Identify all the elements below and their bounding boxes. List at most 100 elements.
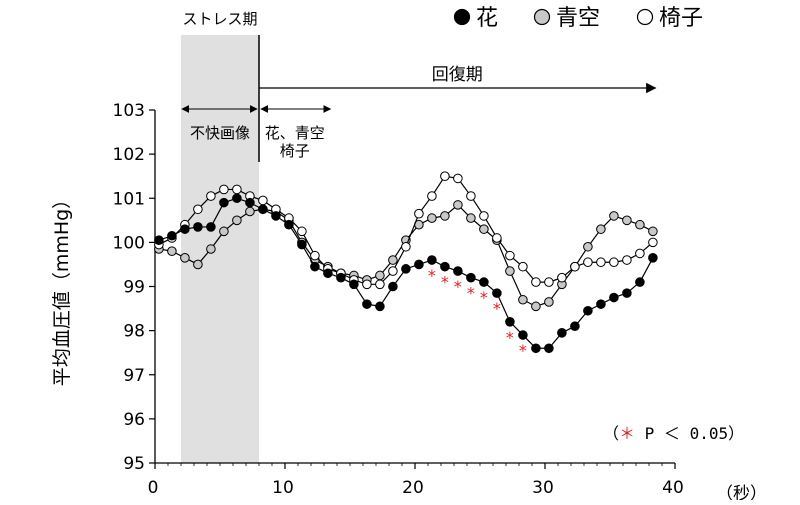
y-tick-label: 99 <box>123 278 145 298</box>
data-point <box>570 261 580 272</box>
recovery-period-label: 回復期 <box>432 65 483 85</box>
legend: 花 青空 椅子 <box>453 6 703 31</box>
unpleasant-image-label: 不快画像 <box>190 124 250 142</box>
data-point <box>583 241 593 252</box>
y-tick-label: 97 <box>123 366 145 386</box>
axes: 95 96 97 98 99 100 101 102 103 0 10 20 30 40 <box>113 101 684 498</box>
data-point <box>531 277 541 287</box>
data-point <box>154 235 164 245</box>
data-point <box>492 288 502 298</box>
x-tick-label: 10 <box>272 478 294 498</box>
data-point <box>206 191 216 201</box>
data-point <box>531 301 541 312</box>
data-point <box>518 261 528 272</box>
data-point <box>180 224 190 234</box>
y-tick-label: 98 <box>123 322 145 342</box>
data-point <box>609 292 619 303</box>
y-tick-label: 96 <box>123 410 145 430</box>
data-point <box>440 171 450 181</box>
data-point <box>635 248 645 259</box>
data-point <box>544 343 554 354</box>
data-point <box>427 255 437 265</box>
data-point <box>622 255 632 265</box>
data-point <box>414 259 424 270</box>
data-point <box>648 253 658 263</box>
x-tick-label: 30 <box>532 478 554 498</box>
data-point <box>622 288 632 298</box>
significance-star: * <box>519 341 527 360</box>
data-point <box>635 277 645 287</box>
significance-star: * <box>428 266 436 285</box>
data-point <box>245 206 255 217</box>
data-point <box>583 257 593 268</box>
data-point <box>479 211 489 221</box>
data-point <box>609 257 619 268</box>
y-tick-label: 102 <box>113 145 145 165</box>
x-tick-label: 40 <box>662 478 684 498</box>
data-point <box>193 222 203 232</box>
stress-period-band <box>181 35 259 463</box>
data-point <box>427 191 437 201</box>
data-point <box>518 330 528 340</box>
data-point <box>544 297 554 307</box>
data-point <box>401 264 411 274</box>
data-point <box>466 213 476 223</box>
y-axis-label: 平均血圧値（mmHg） <box>51 190 73 386</box>
data-point <box>284 219 294 230</box>
data-point <box>362 279 372 290</box>
data-point <box>492 233 502 243</box>
significance-markers: * * * * * * * * <box>428 266 527 360</box>
data-point <box>193 259 203 270</box>
data-point <box>609 211 619 221</box>
data-point <box>258 204 268 215</box>
data-point <box>271 211 281 221</box>
data-point <box>375 301 385 312</box>
data-point <box>531 343 541 354</box>
data-point <box>635 219 645 230</box>
legend-marker-sky <box>533 8 551 26</box>
stimulus-label-line1: 花、青空 <box>265 124 325 142</box>
data-point <box>453 173 463 184</box>
data-point <box>167 230 177 241</box>
series-0 <box>154 193 658 354</box>
data-point <box>544 277 554 287</box>
data-point <box>453 200 463 210</box>
significance-note: （＊ P ＜ 0.05） <box>603 424 744 443</box>
data-point <box>323 268 333 279</box>
legend-label-flower: 花 <box>476 6 498 31</box>
data-point <box>297 239 307 250</box>
data-point <box>414 208 424 219</box>
data-point <box>505 317 515 327</box>
data-point <box>427 213 437 223</box>
y-tick-label: 100 <box>113 233 145 253</box>
series-layer <box>154 171 658 354</box>
x-tick-label: 0 <box>148 478 159 498</box>
data-point <box>375 279 385 290</box>
data-point <box>388 281 398 292</box>
data-point <box>453 266 463 276</box>
y-tick-label: 95 <box>123 454 145 474</box>
data-point <box>505 250 515 261</box>
stress-period-label: ストレス期 <box>182 10 257 28</box>
significance-star: * <box>493 299 501 318</box>
data-point <box>648 226 658 237</box>
data-point <box>232 193 242 204</box>
y-tick-label: 103 <box>113 101 145 121</box>
data-point <box>193 204 203 215</box>
data-point <box>505 266 515 276</box>
x-tick-label: 20 <box>402 478 424 498</box>
data-point <box>622 215 632 226</box>
stimulus-label-line2: 椅子 <box>280 142 310 160</box>
data-point <box>232 215 242 226</box>
data-point <box>362 299 372 309</box>
data-point <box>557 328 567 338</box>
data-point <box>440 211 450 221</box>
legend-label-chair: 椅子 <box>659 6 703 31</box>
data-point <box>583 305 593 316</box>
x-axis-unit: （秒） <box>716 484 767 500</box>
data-point <box>648 237 658 248</box>
data-point <box>401 241 411 252</box>
data-point <box>596 257 606 268</box>
significance-star: * <box>506 328 514 347</box>
